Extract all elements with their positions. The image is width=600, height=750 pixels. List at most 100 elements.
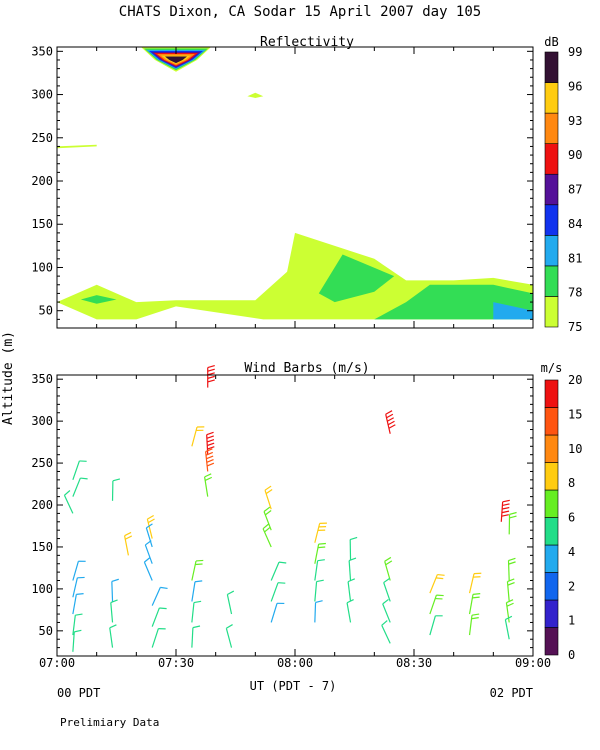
- wind-barb: [144, 540, 153, 564]
- barb-flag: [207, 442, 215, 447]
- x-tick-label: 08:30: [396, 656, 432, 670]
- barb-shaft: [143, 561, 153, 581]
- wind-barb: [263, 506, 272, 531]
- wind-barb: [191, 600, 202, 623]
- wind-barb: [508, 511, 517, 535]
- barb-flag: [109, 624, 117, 629]
- wind-barb: [314, 600, 323, 623]
- wind-barb: [346, 599, 354, 623]
- barb-shaft: [144, 544, 153, 564]
- barb-shaft: [383, 582, 391, 602]
- barb-shaft: [270, 582, 279, 602]
- panel-title: Wind Barbs (m/s): [244, 361, 369, 376]
- barb-flag: [381, 620, 388, 626]
- colorbar-segment: [544, 173, 559, 206]
- wind-barb: [270, 602, 285, 623]
- colorbar-tick-label: 1: [568, 614, 575, 628]
- wind-barb: [505, 599, 514, 623]
- colorbar-tick-label: 99: [568, 45, 582, 59]
- wind-barb: [225, 624, 233, 648]
- barb-flag: [278, 561, 287, 564]
- wind-barb: [72, 593, 84, 615]
- colorbar-segment: [544, 462, 559, 491]
- barb-shaft: [314, 602, 317, 623]
- figure-title: CHATS Dixon, CA Sodar 15 April 2007 day …: [119, 4, 481, 20]
- barb-flag: [316, 579, 324, 583]
- barb-shaft: [72, 631, 75, 652]
- barb-shaft: [72, 460, 80, 481]
- barb-flag: [144, 557, 151, 563]
- wind-barb: [314, 542, 326, 564]
- y-tick-label: 350: [31, 372, 53, 386]
- wind-barb: [504, 615, 513, 640]
- wind-barb: [207, 365, 215, 388]
- wind-barb: [349, 536, 358, 560]
- barb-flag: [80, 477, 88, 480]
- colorbar-segment: [544, 112, 559, 144]
- wind-barb: [468, 593, 481, 615]
- wind-barb: [381, 620, 391, 644]
- wind-barb: [205, 448, 215, 472]
- barb-flag: [64, 490, 71, 496]
- y-tick-label: 300: [31, 414, 53, 428]
- barb-flag: [76, 593, 84, 595]
- barb-flag: [206, 455, 214, 460]
- barb-flag: [124, 531, 132, 537]
- wind-barb: [151, 586, 168, 606]
- barb-shaft: [504, 619, 510, 640]
- barb-flag: [509, 511, 517, 515]
- barb-shaft: [314, 581, 318, 602]
- wind-barb: [314, 579, 324, 602]
- barb-shaft: [346, 602, 352, 623]
- reflectivity-region: [318, 254, 395, 303]
- wind-barb: [72, 460, 87, 481]
- y-tick-label: 250: [31, 131, 53, 145]
- colorbar-segment: [544, 235, 559, 267]
- barb-flag: [277, 582, 286, 584]
- wind-barb: [429, 615, 443, 636]
- barb-flag: [507, 581, 515, 586]
- wind-barb: [151, 607, 167, 627]
- wind-barb: [468, 572, 482, 594]
- barb-flag: [206, 462, 215, 467]
- y-tick-label: 150: [31, 217, 53, 231]
- barb-flag: [264, 510, 272, 516]
- wind-barb: [111, 578, 119, 602]
- colorbar-tick-label: 20: [568, 373, 582, 387]
- barb-flag: [205, 451, 213, 456]
- colorbar-tick-label: 81: [568, 251, 582, 265]
- colorbar-segment: [544, 265, 559, 297]
- colorbar-tick-label: 90: [568, 148, 582, 162]
- colorbar-tick-label: 78: [568, 286, 582, 300]
- barb-flag: [317, 559, 325, 562]
- colorbar-tick-label: 2: [568, 579, 575, 593]
- barb-flag: [206, 435, 214, 439]
- barb-shaft: [110, 602, 114, 623]
- colorbar-segment: [544, 407, 559, 436]
- wind-barb: [72, 576, 85, 598]
- colorbar-segment: [544, 517, 559, 546]
- y-tick-label: 300: [31, 88, 53, 102]
- barb-flag: [207, 375, 215, 379]
- barb-shaft: [72, 594, 77, 615]
- reflectivity-peak-ring: [165, 56, 187, 64]
- barb-flag: [509, 515, 517, 519]
- barb-flag: [472, 596, 480, 599]
- colorbar-segment: [544, 379, 559, 408]
- barb-flag: [206, 431, 214, 436]
- barb-flag: [435, 577, 444, 580]
- barb-flag: [145, 540, 152, 546]
- wind-barb: [63, 490, 74, 514]
- barb-flag: [383, 577, 390, 584]
- wind-barb: [384, 556, 393, 581]
- barb-flag: [110, 599, 118, 604]
- wind-barb: [72, 477, 88, 497]
- barb-shaft: [111, 581, 114, 602]
- colorbar-segment: [544, 434, 559, 463]
- colorbar-segment: [544, 544, 559, 573]
- wind-barb: [383, 577, 391, 602]
- wind-barb: [348, 557, 357, 581]
- barb-flag: [227, 590, 235, 596]
- reflectivity-region: [247, 92, 264, 98]
